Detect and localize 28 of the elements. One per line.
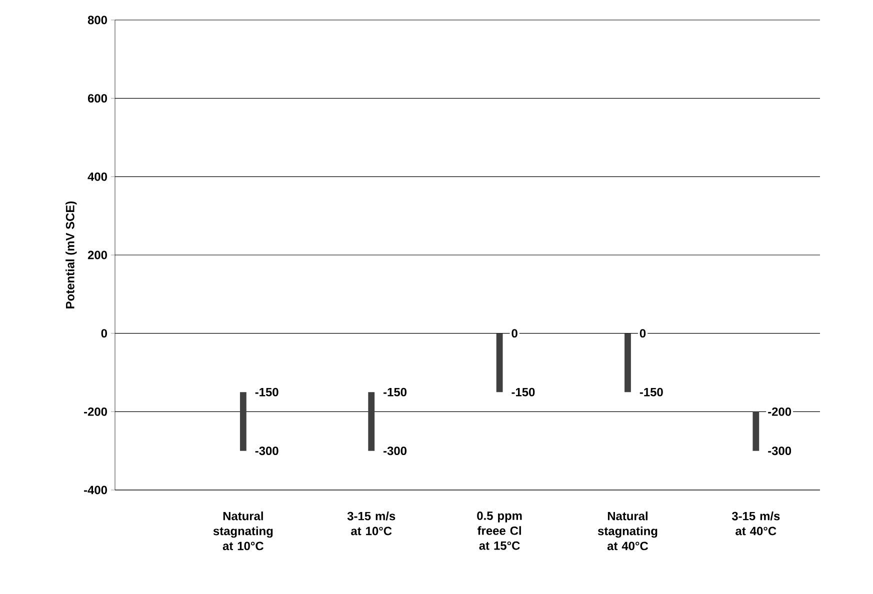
x-tick-label: 0.5 ppm freee Cl at 15°C xyxy=(477,512,522,550)
y-tick-label: 800 xyxy=(88,16,107,24)
annotation: -200 xyxy=(768,407,792,416)
bar xyxy=(368,392,375,451)
y-tick-label: 600 xyxy=(88,94,107,103)
x-tick-label: Natural stagnating at 10°C xyxy=(213,512,273,550)
bar xyxy=(240,392,246,451)
y-tick-label: -200 xyxy=(84,407,107,416)
bar xyxy=(752,412,760,451)
x-tick-label: 3-15 m/s at 40°C xyxy=(732,512,780,536)
y-axis-title: Potential (mV SCE) xyxy=(66,201,77,308)
annotation: -150 xyxy=(384,388,406,396)
y-tick-label: -400 xyxy=(84,486,107,494)
annotation: -300 xyxy=(384,446,406,456)
annotation: -150 xyxy=(512,388,535,396)
bar xyxy=(624,333,631,392)
y-tick-label: 400 xyxy=(88,172,107,181)
bar xyxy=(496,333,503,392)
annotation: -300 xyxy=(768,446,792,456)
y-tick-label: 200 xyxy=(88,250,107,260)
annotation: 0 xyxy=(640,329,646,338)
x-tick-label: Natural stagnating at 40°C xyxy=(598,512,658,550)
y-tick-label: 0 xyxy=(101,329,107,338)
annotation: 0 xyxy=(512,329,518,338)
x-tick-label: 3-15 m/s at 10°C xyxy=(347,512,396,536)
annotation: -150 xyxy=(640,388,663,396)
annotation: -300 xyxy=(255,446,278,456)
annotation: -150 xyxy=(255,388,278,396)
